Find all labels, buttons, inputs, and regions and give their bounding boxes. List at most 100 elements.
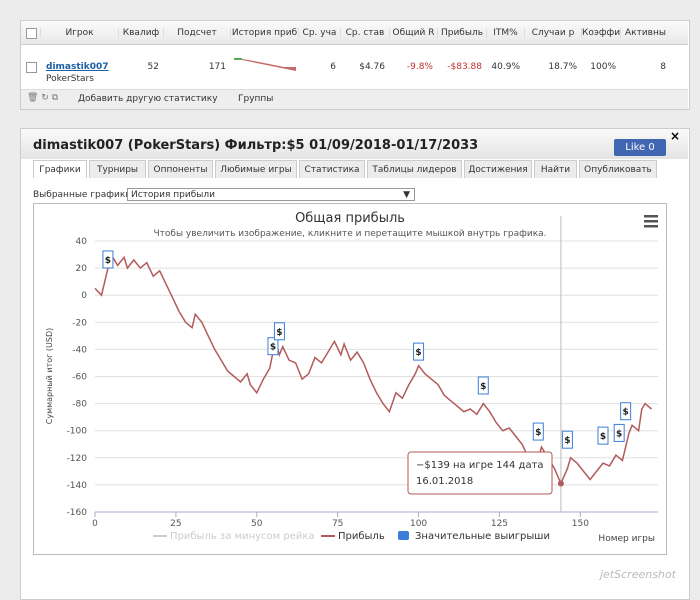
win-flag <box>273 322 285 341</box>
table-cell: 100% <box>590 62 616 72</box>
tab[interactable]: Любимые игры <box>215 160 297 178</box>
hover-point <box>557 480 564 487</box>
select-value: История прибыли <box>131 190 215 200</box>
tab[interactable]: Найти <box>534 160 577 178</box>
tooltip-box <box>407 451 553 495</box>
win-flag-label: $ <box>276 328 282 338</box>
player-name[interactable]: dimastik007 <box>46 62 109 72</box>
x-tick-label: 75 <box>332 519 343 529</box>
profit-line <box>94 252 652 486</box>
close-button[interactable]: × <box>670 129 681 143</box>
column-header[interactable]: История приб <box>230 28 298 38</box>
x-tick-label: 100 <box>410 519 427 529</box>
groups[interactable]: Группы <box>238 94 274 104</box>
tab[interactable]: Графики <box>33 160 87 178</box>
x-tick-label: 150 <box>572 519 589 529</box>
y-tick-label: -40 <box>72 345 87 355</box>
sparkline <box>234 55 296 79</box>
win-flag <box>561 430 573 449</box>
legend-item[interactable]: Прибыль за минусом рейка <box>153 531 315 542</box>
column-header[interactable]: Игрок <box>40 28 118 38</box>
tooltip-text: −$139 на игре 144 дата <box>416 460 544 471</box>
legend-label: Прибыль за минусом рейка <box>170 531 315 542</box>
column-header[interactable]: Квалиф <box>118 28 163 38</box>
chart: Общая прибыль Чтобы увеличить изображение… <box>45 211 658 544</box>
tab[interactable]: Достижения <box>464 160 532 178</box>
column-header[interactable]: Ср. став <box>340 28 389 38</box>
x-axis-title: Номер игры <box>598 534 655 544</box>
menu-icon[interactable] <box>644 215 658 218</box>
table-cell: 18.7% <box>548 62 577 72</box>
row-checkbox[interactable] <box>26 62 37 73</box>
chart-title: Общая прибыль <box>295 211 405 226</box>
win-flag <box>532 422 544 441</box>
chart-subtitle: Чтобы увеличить изображение, кликните и … <box>153 229 546 239</box>
y-tick-label: -120 <box>67 454 88 464</box>
table-cell: 171 <box>208 62 226 72</box>
y-axis-title: Суммарный итог (USD) <box>45 328 54 425</box>
panel-title: dimastik007 (PokerStars) Фильтр:$5 01/09… <box>33 138 479 153</box>
tab[interactable]: Опубликовать <box>579 160 657 178</box>
column-header[interactable]: Прибыль <box>437 28 486 38</box>
y-tick-label: 0 <box>81 291 87 301</box>
tab[interactable]: Статистика <box>299 160 365 178</box>
win-flag <box>477 376 489 395</box>
tab[interactable]: Турниры <box>89 160 146 178</box>
tab[interactable]: Оппоненты <box>148 160 213 178</box>
column-header[interactable]: Коэффиц <box>581 28 620 38</box>
menu-icon[interactable] <box>644 220 658 223</box>
win-flag-label: $ <box>270 343 276 353</box>
win-flag-label: $ <box>564 436 570 446</box>
column-header[interactable]: Ср. уча <box>298 28 340 38</box>
column-header[interactable]: Общий R <box>389 28 437 38</box>
win-flag <box>620 402 632 421</box>
player-site: PokerStars <box>46 74 94 84</box>
column-header[interactable]: Активны <box>620 28 670 38</box>
legend-label: Значительные выигрыши <box>415 531 550 542</box>
table-cell: 8 <box>660 62 666 72</box>
chart-select[interactable]: История прибыли ▼ <box>127 188 415 201</box>
win-flag <box>597 426 609 445</box>
column-header[interactable]: ITM% <box>486 28 524 38</box>
y-tick-label: -100 <box>67 427 88 437</box>
legend-swatch <box>398 531 409 540</box>
column-header[interactable]: Случаи р <box>524 28 581 38</box>
win-flag-label: $ <box>623 408 629 418</box>
table-cell: 40.9% <box>491 62 520 72</box>
win-flag <box>613 423 625 442</box>
table-cell: -$83.88 <box>447 62 482 72</box>
y-tick-label: -20 <box>72 318 87 328</box>
y-tick-label: -160 <box>67 508 88 518</box>
menu-icon[interactable] <box>644 225 658 228</box>
y-tick-label: -140 <box>67 481 88 491</box>
like-button[interactable]: Like 0 <box>614 139 666 156</box>
win-flag <box>413 342 425 361</box>
tab[interactable]: Таблицы лидеров <box>367 160 462 178</box>
y-tick-label: 40 <box>76 237 88 247</box>
table-header <box>21 21 688 45</box>
column-header[interactable]: Подсчет <box>163 28 230 38</box>
table-cell: -9.8% <box>406 62 433 72</box>
x-tick-label: 25 <box>170 519 181 529</box>
y-tick-label: -60 <box>72 373 87 383</box>
header-checkbox[interactable] <box>26 28 37 39</box>
legend-item[interactable]: Прибыль <box>321 531 385 542</box>
toolbar <box>21 89 688 109</box>
toolbar-icons[interactable]: 🗑 ↻ ⧉ <box>27 93 59 103</box>
legend-item[interactable]: Значительные выигрыши <box>398 531 550 542</box>
sparkline-icon <box>234 58 296 71</box>
add-stat[interactable]: Добавить другую статистику <box>78 94 218 104</box>
win-flag <box>102 250 114 269</box>
legend-label: Прибыль <box>338 531 385 542</box>
x-tick-label: 125 <box>491 519 508 529</box>
win-flag <box>267 337 279 356</box>
win-flag-label: $ <box>415 348 421 358</box>
panel-header <box>21 129 688 159</box>
win-flag-label: $ <box>600 432 606 442</box>
win-flag-label: $ <box>480 382 486 392</box>
x-tick-label: 50 <box>251 519 263 529</box>
win-flag-label: $ <box>616 429 622 439</box>
watermark: jetScreenshot <box>600 568 676 581</box>
table-cell: $4.76 <box>359 62 385 72</box>
